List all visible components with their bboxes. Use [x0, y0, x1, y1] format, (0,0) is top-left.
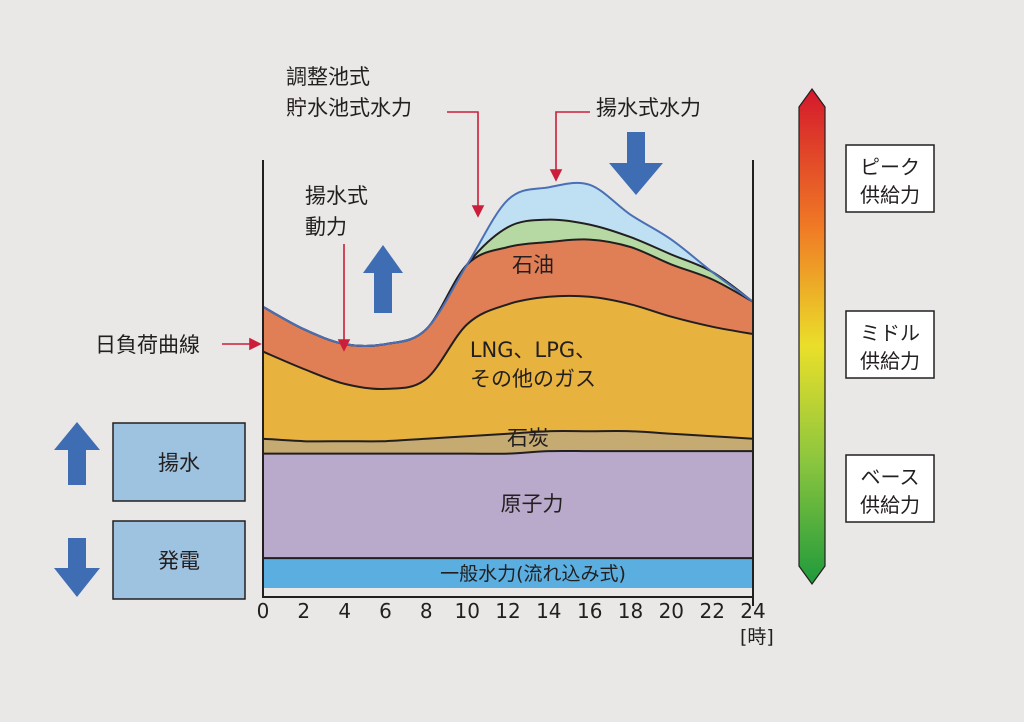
x-axis-unit: [時] [740, 626, 774, 648]
annotation-load-curve: 日負荷曲線 [95, 333, 200, 357]
pump-up-arrow-icon [363, 245, 403, 313]
x-tick-label: 10 [454, 599, 479, 623]
boundary-lng [262, 294, 754, 391]
middle-supply-box [845, 310, 935, 379]
pointer-lines [222, 111, 590, 352]
area-lng [263, 295, 753, 442]
label-lng-line2: その他のガス [470, 367, 596, 391]
annotation-chosui: 貯水池式水力 [286, 96, 412, 120]
base-supply-box [845, 454, 935, 523]
supply-gradient-bar [798, 87, 826, 586]
area-hydro [263, 558, 753, 588]
x-tick-label: 8 [420, 599, 433, 623]
x-tick-label: 16 [577, 599, 602, 623]
x-tick-label: 0 [257, 599, 270, 623]
x-tick-label: 4 [338, 599, 351, 623]
area-coal [263, 431, 753, 454]
base-supply-line2: 供給力 [860, 493, 920, 517]
pointer-pump-power-head [337, 339, 351, 352]
pump-legend-label: 揚水 [158, 451, 200, 475]
annotation-chosei: 調整池式 [286, 65, 370, 89]
pointer-reservoir-head [471, 205, 485, 218]
x-tick-label: 22 [699, 599, 724, 623]
generate-legend-box [112, 520, 246, 600]
label-lng-line1: LNG、LPG、 [470, 338, 596, 362]
x-tick-label: 12 [495, 599, 520, 623]
base-supply-line1: ベース [861, 465, 920, 489]
generate-down-arrow-icon [609, 132, 663, 195]
pointer-pumped-hydro [555, 111, 590, 172]
annotation-pump-power-2: 動力 [305, 215, 347, 239]
peak-supply-line2: 供給力 [860, 183, 920, 207]
chart-frame [262, 160, 754, 598]
x-tick-label: 6 [379, 599, 392, 623]
generate-legend-label: 発電 [158, 549, 200, 573]
peak-supply-box [845, 144, 935, 213]
pump-legend-box [112, 422, 246, 502]
x-tick-label: 24 [740, 599, 765, 623]
x-tick-label: 20 [659, 599, 684, 623]
label-hydro: 一般水力(流れ込み式) [440, 563, 626, 585]
area-reservoir [263, 219, 753, 346]
boundary-nuclear [263, 449, 753, 455]
middle-supply-line2: 供給力 [860, 349, 920, 373]
x-tick-label: 2 [297, 599, 310, 623]
annotation-pump-power-1: 揚水式 [305, 184, 368, 208]
x-tick-label: 18 [618, 599, 643, 623]
pump-legend-up-arrow-icon [54, 422, 100, 485]
x-axis-ticks: 0 2 4 6 8 10 12 14 16 18 20 22 24 [257, 599, 766, 623]
area-oil [263, 239, 753, 390]
pointer-reservoir [447, 111, 479, 208]
label-nuclear: 原子力 [501, 492, 564, 516]
generate-legend-down-arrow-icon [54, 538, 100, 597]
label-oil: 石油 [512, 253, 554, 277]
area-nuclear [263, 450, 753, 559]
area-pumped [263, 182, 753, 346]
boundary-coal [262, 430, 754, 443]
pointer-pumped-hydro-head [549, 169, 563, 182]
middle-supply-line1: ミドル [860, 321, 920, 345]
pointer-load-curve-head [249, 337, 262, 351]
label-coal: 石炭 [507, 426, 549, 450]
x-tick-label: 14 [536, 599, 561, 623]
annotation-pumped-hydro: 揚水式水力 [596, 96, 701, 120]
peak-supply-line1: ピーク [860, 155, 920, 179]
